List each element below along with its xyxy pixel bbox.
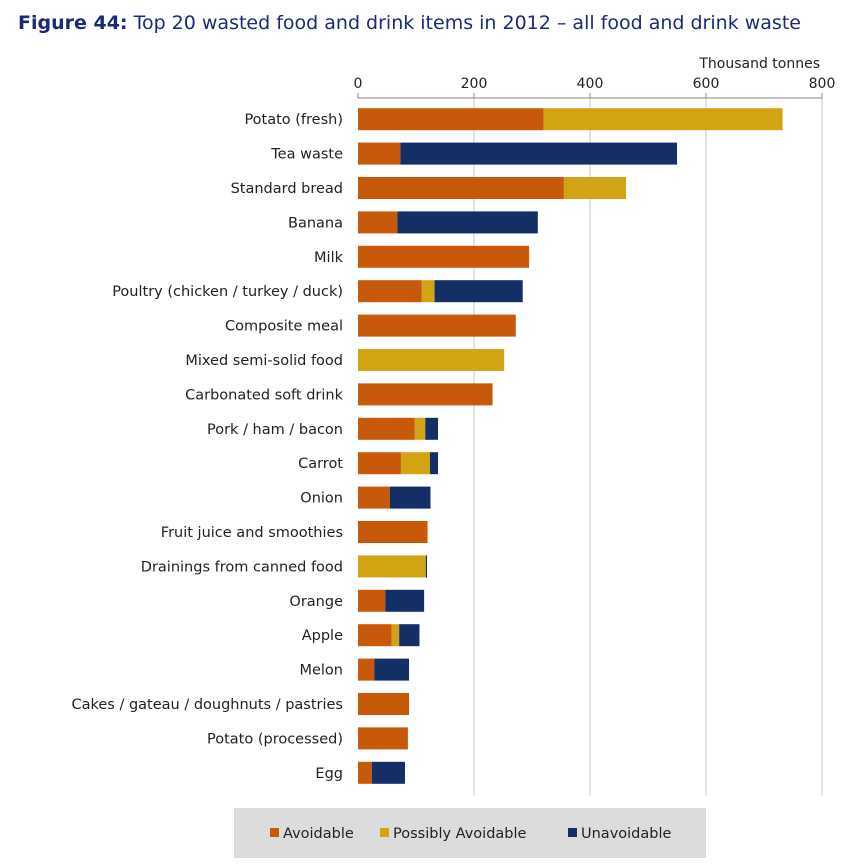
x-tick-label: 400 [577, 76, 604, 92]
bar-segment [374, 658, 410, 681]
legend-swatch [568, 828, 577, 837]
bar-segment [358, 211, 398, 234]
bar-segment [358, 452, 401, 475]
bar-segment [391, 624, 400, 647]
category-label: Egg [315, 766, 343, 782]
category-label: Orange [289, 594, 343, 610]
category-label: Banana [288, 215, 343, 231]
category-label: Melon [299, 663, 343, 679]
bar-segment [358, 589, 386, 612]
bar-segment [358, 761, 372, 784]
category-label: Fruit juice and smoothies [161, 525, 343, 541]
bar-segment [429, 452, 439, 475]
category-label: Milk [314, 250, 344, 266]
bar-segment [385, 589, 425, 612]
category-label: Cakes / gateau / doughnuts / pastries [71, 697, 343, 713]
x-tick-label: 200 [461, 76, 488, 92]
bar-segment [563, 177, 626, 199]
legend-swatch [380, 828, 389, 837]
category-label: Tea waste [270, 147, 343, 163]
x-axis-unit-label: Thousand tonnes [698, 56, 820, 72]
gridlines [473, 98, 823, 796]
category-label: Pork / ham / bacon [207, 422, 343, 438]
figure-number: Figure 44: [18, 12, 128, 34]
bar-segment [399, 624, 420, 647]
bar-segment [425, 555, 428, 578]
category-label: Standard bread [231, 181, 343, 197]
bar-segment [358, 245, 530, 268]
legend-label: Unavoidable [581, 826, 671, 842]
bar-segment [358, 727, 408, 750]
legend-label: Possibly Avoidable [393, 826, 527, 842]
bar-segment [389, 486, 431, 509]
category-label: Mixed semi-solid food [185, 353, 343, 369]
bar-segment [358, 555, 426, 578]
x-tick-label: 600 [693, 76, 720, 92]
bar-segment [358, 108, 544, 131]
bar-segment [400, 142, 677, 165]
category-label: Drainings from canned food [141, 559, 343, 575]
category-label: Poultry (chicken / turkey / duck) [112, 284, 343, 300]
bars [358, 108, 783, 784]
bar-segment [371, 761, 405, 784]
bar-segment [358, 417, 415, 440]
bar-segment [358, 142, 401, 165]
bar-segment [397, 211, 538, 234]
chart-title: Figure 44: Top 20 wasted food and drink … [18, 12, 801, 34]
legend: Avoidable Possibly Avoidable Unavoidable [234, 808, 706, 858]
category-label: Onion [300, 491, 343, 507]
bar-segment [400, 452, 430, 475]
bar-segment [358, 624, 392, 647]
category-labels: Potato (fresh) Tea waste Standard bread Ban… [71, 112, 343, 782]
category-label: Potato (processed) [207, 731, 343, 747]
x-tick-label: 0 [354, 76, 363, 92]
x-tick-label: 800 [809, 76, 836, 92]
category-label: Carbonated soft drink [185, 387, 343, 403]
legend-swatch [270, 828, 279, 837]
legend-box [234, 808, 706, 858]
bar-segment [543, 108, 783, 131]
bar-segment [358, 693, 410, 715]
bar-segment [425, 417, 439, 440]
bar-segment [414, 417, 426, 440]
bar-segment [358, 177, 564, 199]
bar-segment [358, 521, 428, 543]
category-label: Apple [302, 628, 343, 644]
bar-segment [358, 314, 516, 337]
bar-segment [434, 280, 523, 303]
category-label: Carrot [298, 456, 343, 472]
bar-segment [358, 658, 375, 681]
bar-segment [358, 486, 390, 509]
x-axis-ticks: 0 200 400 600 800 [354, 76, 836, 98]
bar-segment [358, 383, 493, 406]
bar-segment [358, 349, 505, 371]
category-label: Composite meal [225, 319, 343, 335]
category-label: Potato (fresh) [244, 112, 343, 128]
legend-label: Avoidable [283, 826, 354, 842]
figure-title: Top 20 wasted food and drink items in 20… [133, 12, 801, 34]
bar-segment [358, 280, 422, 303]
bar-segment [421, 280, 435, 303]
